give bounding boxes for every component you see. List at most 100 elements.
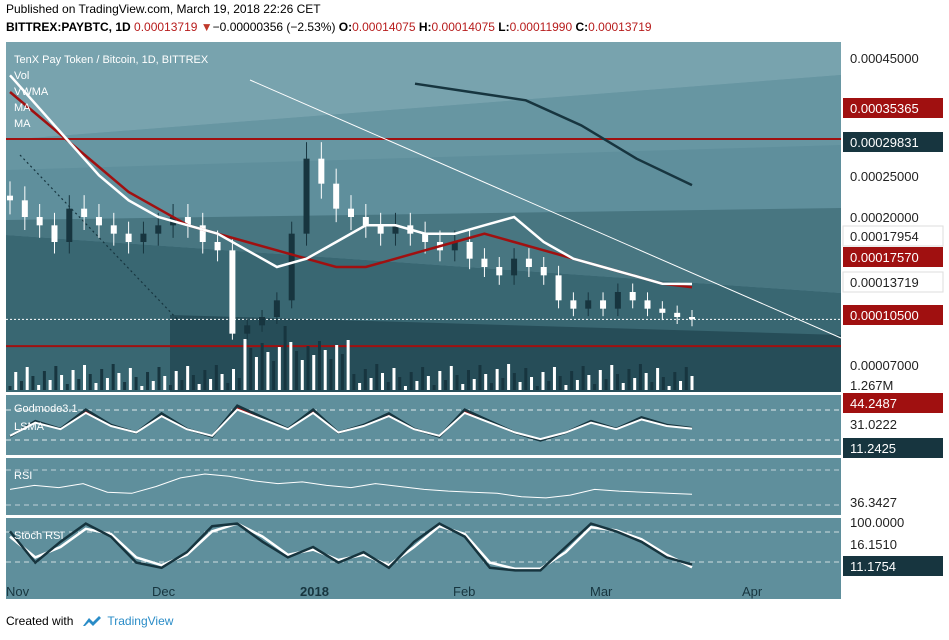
rsi-line <box>9 473 693 499</box>
volume-bar <box>151 381 155 390</box>
published-text: Published on TradingView.com, March 19, … <box>6 2 321 16</box>
candle-body <box>184 217 191 226</box>
volume-bar <box>621 383 625 390</box>
candle-body <box>689 317 695 320</box>
stoch-tag-dark <box>843 556 943 576</box>
tradingview-brand: TradingView <box>107 614 174 628</box>
candle-body <box>259 317 266 326</box>
price-tick-1: 0.00045000 <box>850 51 919 66</box>
wedge-band-1 <box>6 75 841 170</box>
volume-bar <box>375 364 379 390</box>
rsi-panel[interactable] <box>6 458 841 515</box>
godmode-tag-dark <box>843 438 943 458</box>
volume-bar <box>398 377 402 390</box>
volume-bar <box>209 379 213 390</box>
volume-bar <box>524 368 528 390</box>
volume-bar <box>8 386 12 390</box>
volume-bar <box>501 378 505 390</box>
volume-bar <box>650 382 654 390</box>
volume-bar <box>392 368 396 390</box>
candle-body <box>644 300 651 309</box>
candle-body <box>496 267 503 276</box>
trendline-dotted <box>19 154 179 321</box>
candle-body <box>659 308 666 313</box>
volume-bar <box>31 376 35 390</box>
volume-bar <box>489 383 493 390</box>
candle-body <box>422 233 429 242</box>
wedge-upper <box>6 42 841 140</box>
price-tag-ma <box>843 247 943 267</box>
volume-bar <box>203 370 207 390</box>
volume-bar <box>593 384 597 390</box>
volume-bar <box>615 374 619 390</box>
volume-bar <box>186 366 190 390</box>
candle-body <box>585 300 592 309</box>
volume-bar <box>644 373 648 390</box>
volume-bar <box>575 380 579 390</box>
ma-long-line <box>414 82 693 187</box>
price-tag-vwma <box>842 225 944 247</box>
volume-bar <box>317 341 321 390</box>
candle-body <box>110 225 117 234</box>
stoch-tag-dark-text: 11.1754 <box>850 559 896 574</box>
volume-bar <box>656 368 660 390</box>
godmode-plot <box>9 404 693 442</box>
candle-body <box>614 292 621 309</box>
high-value: 0.00014075 <box>431 20 495 34</box>
change-value: −0.00000356 (−2.53%) <box>212 20 336 34</box>
volume-bar <box>610 365 614 390</box>
volume-bar <box>684 367 688 390</box>
volume-bar <box>604 379 608 390</box>
time-label-2018: 2018 <box>300 584 329 599</box>
volume-bar <box>329 359 333 390</box>
lsma-line <box>9 408 693 441</box>
legend-vwma: VWMA <box>14 86 49 98</box>
volume-bar <box>352 374 356 390</box>
volume-bar <box>466 370 470 390</box>
stoch-panel[interactable] <box>6 518 841 575</box>
volume-bar <box>100 369 104 390</box>
time-label-apr: Apr <box>742 584 763 599</box>
candle-body <box>600 300 607 309</box>
price-tag-vwma-text: 0.00017954 <box>850 229 919 244</box>
tradingview-link[interactable]: TradingView <box>81 614 173 628</box>
volume-bar <box>232 369 236 390</box>
volume-bar <box>65 384 69 390</box>
volume-bar <box>174 371 178 390</box>
volume-bar <box>564 385 568 390</box>
stoch-k-line <box>9 522 693 572</box>
price-tag-ma-long <box>843 132 943 152</box>
volume-bar <box>495 369 499 390</box>
time-axis <box>6 575 841 599</box>
volume-bar <box>627 369 631 390</box>
volume-bar <box>598 370 602 390</box>
volume-bar <box>346 340 350 390</box>
volume-bar <box>111 364 115 390</box>
godmode-panel[interactable] <box>6 395 841 455</box>
candle-body <box>377 225 384 234</box>
legend-ma-1: MA <box>14 102 31 114</box>
candle-body <box>81 208 88 217</box>
volume-bar <box>661 377 665 390</box>
volume-bar <box>570 371 574 390</box>
candle-body <box>155 225 162 234</box>
price-tag-last <box>842 271 944 293</box>
volume-bar <box>289 342 293 390</box>
volume-bar <box>146 372 150 390</box>
volume-bar <box>54 366 58 390</box>
volume-bar <box>403 386 407 390</box>
rsi-axis <box>841 458 949 515</box>
chart-canvas[interactable]: 0.00045000 0.00035365 0.00029831 0.00025… <box>0 40 949 610</box>
volume-bar <box>312 355 316 390</box>
candle-body <box>21 200 28 217</box>
volume-bar <box>667 386 671 390</box>
time-label-nov: Nov <box>6 584 30 599</box>
volume-bar <box>335 345 339 390</box>
price-tick-4: 0.00007000 <box>850 358 919 373</box>
price-plot <box>6 74 842 390</box>
volume-bar <box>358 383 362 390</box>
volume-bar <box>444 380 448 390</box>
candle-body <box>362 217 369 226</box>
volume-bar <box>191 375 195 390</box>
legend-title: TenX Pay Token / Bitcoin, 1D, BITTREX <box>14 54 209 66</box>
